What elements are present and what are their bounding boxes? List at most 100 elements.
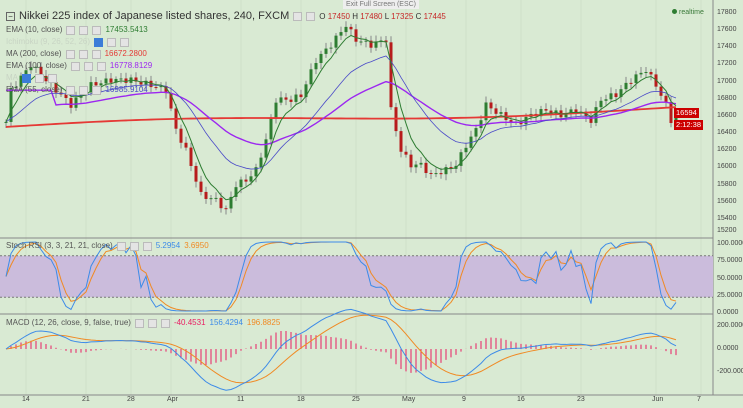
candle — [284, 97, 288, 100]
candle — [629, 82, 633, 84]
candle — [324, 48, 328, 54]
eye-icon[interactable] — [70, 61, 80, 71]
settings-icon[interactable] — [79, 85, 89, 95]
candle — [599, 100, 603, 108]
price-tick-label: 16800 — [717, 94, 737, 102]
close-icon[interactable] — [92, 25, 102, 35]
indicator-legend[interactable]: MA — [6, 73, 61, 83]
macd-line — [5, 308, 677, 391]
macd-tick-label: 200.0000 — [717, 322, 743, 329]
close-icon[interactable] — [160, 318, 170, 328]
candle — [229, 196, 233, 209]
time-tick-label: Jun — [652, 396, 664, 403]
time-tick-label: 28 — [127, 396, 135, 403]
ema10-line — [5, 34, 677, 201]
close-icon[interactable] — [92, 85, 102, 95]
candle — [134, 77, 138, 82]
candle — [369, 40, 373, 48]
eye-icon[interactable] — [134, 318, 144, 328]
candle — [359, 41, 363, 43]
time-tick-label: 7 — [697, 396, 701, 403]
stoch-rsi-legend[interactable]: Stoch RSI (3, 3, 21, 21, close) 5.2954 3.… — [6, 241, 209, 251]
indicator-legend[interactable]: EMA (55, close) 16985.9104 — [6, 85, 148, 95]
time-tick-label: 9 — [462, 396, 466, 403]
candle — [389, 42, 393, 108]
candle — [144, 80, 148, 85]
candle — [574, 109, 578, 113]
eye-icon[interactable] — [306, 12, 316, 21]
candle — [509, 120, 513, 122]
candle — [119, 78, 123, 80]
indicator-legend[interactable]: EMA (10, close) 17453.5413 — [6, 25, 148, 35]
candle — [249, 176, 253, 182]
time-tick-label: 18 — [297, 396, 305, 403]
candle — [234, 187, 238, 197]
price-tick-label: 16000 — [717, 163, 737, 171]
candle — [104, 78, 108, 84]
collapse-icon[interactable]: − — [6, 12, 15, 21]
eye-icon[interactable] — [66, 85, 76, 95]
settings-icon[interactable] — [129, 241, 139, 251]
settings-icon[interactable] — [147, 318, 157, 328]
status-dot-icon — [672, 9, 677, 14]
stoch-tick-label: 0.0000 — [717, 309, 739, 316]
candle — [124, 78, 128, 83]
indicator-legend[interactable]: EMA (100, close) 16778.8129 — [6, 61, 152, 71]
candle — [114, 78, 118, 83]
indicator-label: EMA (55, close) — [6, 85, 63, 94]
candle — [209, 198, 213, 200]
close-icon[interactable] — [96, 61, 106, 71]
candle — [644, 71, 648, 73]
close-icon[interactable] — [48, 73, 57, 83]
settings-icon[interactable] — [79, 25, 89, 35]
indicator-label: EMA (100, close) — [6, 61, 67, 70]
time-tick-label: 21 — [82, 396, 90, 403]
stoch-tick-label: 75.0000 — [717, 257, 743, 265]
candle — [399, 131, 403, 152]
price-tick-label: 17200 — [717, 60, 737, 68]
eye-icon[interactable] — [66, 25, 76, 35]
eye-icon[interactable] — [22, 73, 31, 83]
candle — [289, 99, 293, 102]
candle — [204, 191, 208, 199]
settings-icon[interactable] — [83, 61, 93, 71]
eye-icon[interactable] — [94, 37, 104, 47]
settings-icon[interactable] — [107, 37, 117, 47]
candle — [669, 102, 673, 124]
macd-legend[interactable]: MACD (12, 26, close, 9, false, true) -40… — [6, 318, 281, 328]
close-icon[interactable] — [142, 241, 152, 251]
candle — [29, 67, 33, 71]
indicator-value: 16778.8129 — [109, 61, 153, 70]
candle — [594, 107, 598, 123]
close-icon[interactable] — [91, 49, 101, 59]
candle — [639, 72, 643, 75]
ema100-line — [6, 80, 677, 146]
eye-icon[interactable] — [65, 49, 75, 59]
indicator-legend[interactable]: MA (200, close) 16672.2800 — [6, 49, 147, 59]
candle — [9, 87, 13, 122]
candle — [54, 82, 58, 93]
close-icon[interactable] — [120, 37, 130, 47]
indicator-value: 16672.2800 — [104, 49, 147, 58]
candle — [664, 95, 668, 103]
stoch-tick-label: 25.0000 — [717, 291, 743, 299]
candle — [194, 165, 198, 182]
candle — [404, 151, 408, 155]
candle — [449, 167, 453, 169]
candle — [354, 29, 358, 42]
price-tick-label: 17800 — [717, 9, 737, 16]
macd-tick-label: 0.0000 — [717, 345, 739, 352]
candle — [329, 47, 333, 49]
settings-icon[interactable] — [293, 12, 303, 21]
candle — [334, 35, 338, 48]
last-price-tag: 16594 — [674, 108, 699, 118]
indicator-label: MA (200, close) — [6, 49, 62, 58]
candle — [624, 82, 628, 90]
indicator-legend[interactable]: Ichimoku (9, 26, 52, 26) — [6, 37, 133, 47]
settings-icon[interactable] — [35, 73, 44, 83]
candle — [544, 109, 548, 111]
settings-icon[interactable] — [78, 49, 88, 59]
indicator-label: Ichimoku (9, 26, 52, 26) — [6, 37, 91, 46]
time-tick-label: 25 — [352, 396, 360, 403]
eye-icon[interactable] — [116, 241, 126, 251]
